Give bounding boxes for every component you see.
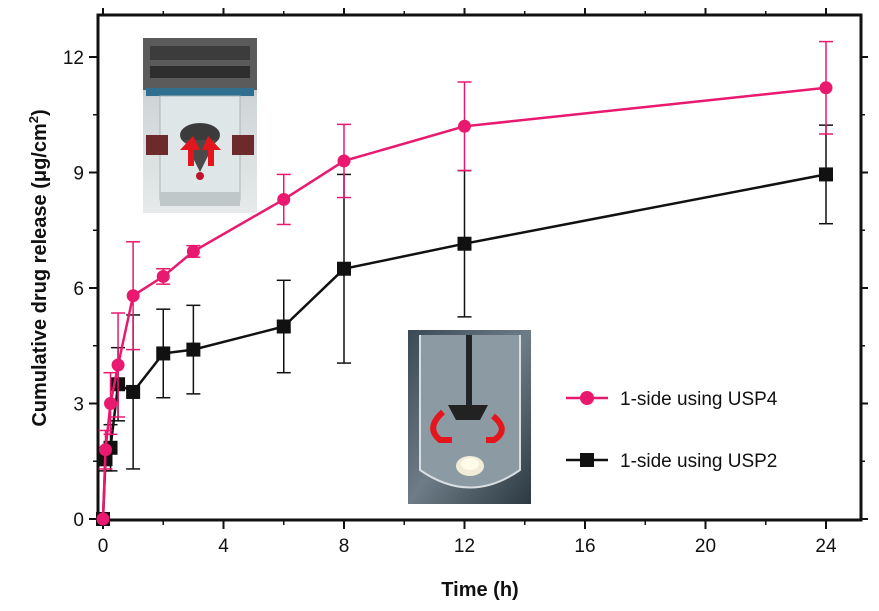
data-point — [819, 167, 833, 182]
usp2-paddle-vessel-photo-icon — [408, 330, 531, 504]
data-point — [186, 244, 200, 258]
data-point — [96, 512, 110, 526]
legend-label-usp4: 1-side using USP4 — [620, 389, 778, 410]
data-point — [104, 397, 118, 410]
y-axis-title-main: Cumulative drug release (μg/cm — [29, 123, 51, 426]
data-point — [156, 269, 170, 283]
legend-marker-usp2 — [580, 453, 594, 467]
x-tick-label: 20 — [695, 536, 716, 557]
data-point — [276, 319, 291, 334]
y-tick-label: 9 — [73, 164, 84, 185]
y-axis-title-superscript: 2 — [26, 116, 41, 123]
x-tick-label: 0 — [98, 536, 109, 557]
legend-label-usp2: 1-side using USP2 — [620, 451, 777, 472]
y-axis-title-end: ) — [29, 109, 51, 116]
y-tick-label: 0 — [73, 510, 84, 531]
data-point — [111, 358, 125, 372]
y-tick-label: 3 — [73, 395, 84, 416]
y-tick-label: 12 — [63, 48, 84, 69]
x-tick-label: 12 — [454, 536, 475, 557]
data-point — [126, 384, 141, 399]
data-point — [819, 81, 833, 95]
x-axis-title: Time (h) — [441, 579, 518, 601]
legend: 1-side using USP4 1-side using USP2 — [566, 389, 778, 472]
data-point — [337, 261, 351, 276]
data-point — [99, 443, 113, 457]
data-point — [126, 289, 140, 303]
plot-frame — [96, 13, 863, 522]
y-axis-title: Cumulative drug release (μg/cm2) — [26, 109, 51, 426]
data-point — [337, 154, 351, 168]
series-usp4 — [96, 40, 833, 526]
usp4-flow-cell-photo-icon — [143, 38, 257, 213]
x-tick-label: 4 — [218, 536, 229, 557]
x-tick-label: 16 — [574, 536, 595, 557]
x-tick-label: 24 — [815, 536, 837, 557]
y-tick-label: 6 — [73, 279, 84, 300]
x-tick-label: 8 — [339, 536, 350, 557]
data-point — [277, 192, 291, 206]
legend-marker-usp4 — [580, 391, 594, 405]
data-point — [186, 342, 201, 357]
data-point — [156, 346, 171, 361]
data-point — [457, 236, 472, 251]
data-point — [458, 119, 471, 133]
